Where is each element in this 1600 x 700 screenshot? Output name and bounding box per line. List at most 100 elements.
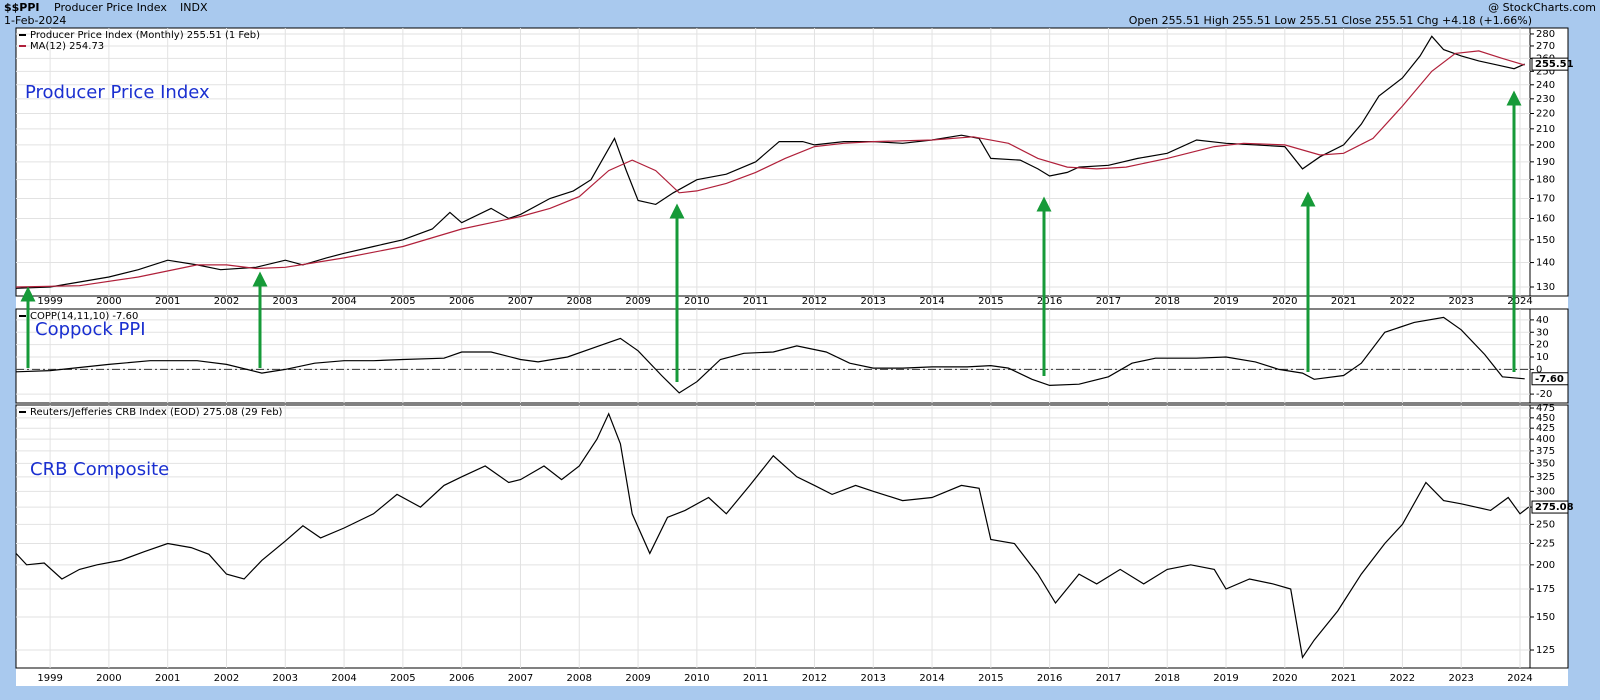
x-tick-label: 2022 bbox=[1390, 296, 1415, 307]
y-tick-label: 0 bbox=[1536, 364, 1542, 375]
exchange: INDX bbox=[180, 1, 208, 14]
x-tick-label: 2006 bbox=[449, 673, 474, 684]
x-tick-label: 2014 bbox=[919, 296, 944, 307]
last-value-box bbox=[1531, 57, 1569, 71]
y-tick-label: 30 bbox=[1536, 327, 1549, 338]
last-value-label: 255.51 bbox=[1535, 59, 1574, 70]
y-tick-label: 180 bbox=[1536, 175, 1555, 186]
x-tick-label: 2009 bbox=[625, 673, 650, 684]
y-tick-label: 125 bbox=[1536, 645, 1555, 656]
credit: @ StockCharts.com bbox=[1488, 1, 1596, 14]
x-tick-label: 2000 bbox=[96, 296, 121, 307]
panel-frame bbox=[15, 308, 1569, 404]
y-tick-label: 10 bbox=[1536, 352, 1549, 363]
y-tick-label: 160 bbox=[1536, 214, 1555, 225]
panel-frame bbox=[15, 404, 1569, 669]
y-tick-label: 250 bbox=[1536, 66, 1555, 77]
y-tick-label: 200 bbox=[1536, 140, 1555, 151]
x-tick-label: 2024 bbox=[1507, 296, 1532, 307]
x-tick-label: 2004 bbox=[331, 296, 356, 307]
panel-title: CRB Composite bbox=[30, 459, 169, 480]
y-tick-label: 300 bbox=[1536, 486, 1555, 497]
x-tick-label: 2018 bbox=[1155, 673, 1180, 684]
series-line bbox=[15, 316, 1525, 394]
panel-title: Producer Price Index bbox=[25, 82, 210, 103]
x-tick-label: 2009 bbox=[625, 296, 650, 307]
x-tick-label: 2003 bbox=[273, 296, 298, 307]
y-tick-label: 150 bbox=[1536, 235, 1555, 246]
x-tick-label: 2014 bbox=[919, 673, 944, 684]
y-tick-label: -20 bbox=[1536, 389, 1552, 400]
x-tick-label: 2016 bbox=[1037, 296, 1062, 307]
x-tick-label: 2021 bbox=[1331, 673, 1356, 684]
x-tick-label: 2000 bbox=[96, 673, 121, 684]
series-line bbox=[15, 412, 1530, 659]
x-tick-label: 2019 bbox=[1213, 296, 1238, 307]
y-tick-label: 350 bbox=[1536, 458, 1555, 469]
x-tick-label: 2002 bbox=[214, 296, 239, 307]
y-tick-label: 375 bbox=[1536, 446, 1555, 457]
x-tick-label: 2015 bbox=[978, 296, 1003, 307]
x-tick-label: 2012 bbox=[802, 296, 827, 307]
y-tick-label: 200 bbox=[1536, 560, 1555, 571]
x-tick-label: 2021 bbox=[1331, 296, 1356, 307]
x-tick-label: 2020 bbox=[1272, 296, 1297, 307]
x-tick-label: 2003 bbox=[273, 673, 298, 684]
y-tick-label: 190 bbox=[1536, 157, 1555, 168]
x-tick-label: 2010 bbox=[684, 673, 709, 684]
symbol: $$PPI bbox=[4, 1, 40, 14]
x-tick-label: 2023 bbox=[1448, 673, 1473, 684]
x-tick-label: 2013 bbox=[861, 296, 886, 307]
y-tick-label: 225 bbox=[1536, 538, 1555, 549]
y-tick-label: 475 bbox=[1536, 403, 1555, 414]
x-tick-label: 2015 bbox=[978, 673, 1003, 684]
x-tick-label: 2017 bbox=[1096, 673, 1121, 684]
x-tick-label: 2013 bbox=[861, 673, 886, 684]
y-tick-label: 325 bbox=[1536, 472, 1555, 483]
x-tick-label: 2017 bbox=[1096, 296, 1121, 307]
y-tick-label: 170 bbox=[1536, 194, 1555, 205]
x-tick-label: 2001 bbox=[155, 673, 180, 684]
y-tick-label: 280 bbox=[1536, 29, 1555, 40]
x-tick-label: 1999 bbox=[37, 296, 62, 307]
y-tick-label: 240 bbox=[1536, 80, 1555, 91]
x-tick-label: 2016 bbox=[1037, 673, 1062, 684]
x-tick-label: 2008 bbox=[567, 296, 592, 307]
y-tick-label: 220 bbox=[1536, 108, 1555, 119]
y-tick-label: 210 bbox=[1536, 124, 1555, 135]
legend-entry: Reuters/Jefferies CRB Index (EOD) 275.08… bbox=[30, 407, 283, 418]
symbol-name: Producer Price Index bbox=[54, 1, 167, 14]
x-tick-label: 2008 bbox=[567, 673, 592, 684]
last-value-box bbox=[1531, 500, 1569, 514]
y-tick-label: 130 bbox=[1536, 282, 1555, 293]
x-tick-label: 1999 bbox=[37, 673, 62, 684]
x-tick-label: 2005 bbox=[390, 296, 415, 307]
last-value-label: -7.60 bbox=[1535, 374, 1564, 385]
x-tick-label: 2001 bbox=[155, 296, 180, 307]
y-tick-label: 230 bbox=[1536, 94, 1555, 105]
x-tick-label: 2023 bbox=[1448, 296, 1473, 307]
y-tick-label: 175 bbox=[1536, 584, 1555, 595]
y-tick-label: 270 bbox=[1536, 41, 1555, 52]
y-tick-label: 20 bbox=[1536, 340, 1549, 351]
series-line bbox=[15, 35, 1525, 289]
x-tick-label: 2011 bbox=[743, 673, 768, 684]
panel-title: Coppock PPI bbox=[35, 319, 146, 340]
legend-entry: MA(12) 254.73 bbox=[30, 41, 104, 52]
x-tick-label: 2012 bbox=[802, 673, 827, 684]
legend-entry: COPP(14,11,10) -7.60 bbox=[30, 311, 138, 322]
x-tick-label: 2006 bbox=[449, 296, 474, 307]
last-value-label: 275.08 bbox=[1535, 502, 1574, 513]
x-tick-label: 2002 bbox=[214, 673, 239, 684]
x-tick-label: 2005 bbox=[390, 673, 415, 684]
x-tick-label: 2018 bbox=[1155, 296, 1180, 307]
x-tick-label: 2019 bbox=[1213, 673, 1238, 684]
y-tick-label: 425 bbox=[1536, 423, 1555, 434]
y-tick-label: 400 bbox=[1536, 434, 1555, 445]
date: 1-Feb-2024 bbox=[4, 14, 66, 27]
x-tick-label: 2004 bbox=[331, 673, 356, 684]
y-tick-label: 250 bbox=[1536, 519, 1555, 530]
y-tick-label: 40 bbox=[1536, 315, 1549, 326]
